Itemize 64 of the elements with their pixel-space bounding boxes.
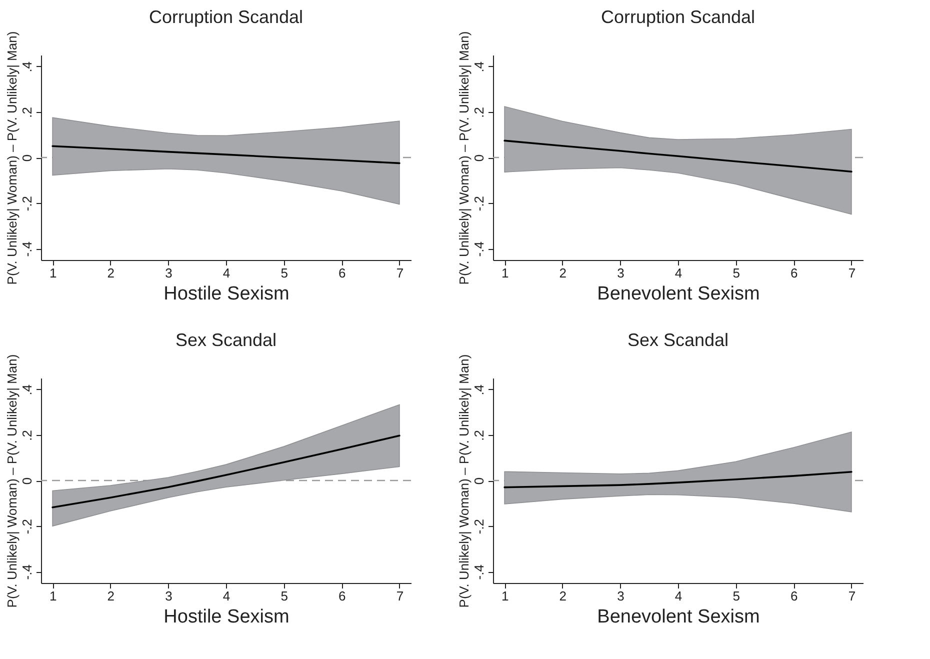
- x-tick-label: 3: [165, 266, 172, 280]
- y-axis-title: P(V. Unlikely| Woman) – P(V. Unlikely| Man): [456, 31, 472, 285]
- y-tick-label: .4: [472, 384, 486, 396]
- x-tick-label: 6: [338, 588, 346, 604]
- x-tick-label: 4: [222, 266, 230, 280]
- line-series: [504, 470, 852, 488]
- x-tick-label: 2: [559, 588, 566, 604]
- y-tick-label: -.4: [20, 242, 34, 257]
- line-series: [52, 145, 400, 164]
- x-tick-label: 7: [848, 588, 856, 604]
- x-axis-title: Hostile Sexism: [164, 606, 290, 628]
- x-tick-label: 1: [501, 588, 509, 604]
- y-tick-label: .2: [20, 107, 34, 118]
- x-tick-label: 7: [396, 266, 404, 280]
- x-axis-title: Benevolent Sexism: [597, 606, 760, 628]
- x-tick-label: 4: [674, 588, 682, 604]
- y-tick-label: .4: [20, 61, 34, 72]
- x-tick-label: 3: [617, 266, 624, 280]
- x-axis-title: Benevolent Sexism: [597, 284, 760, 304]
- x-tick-label: 5: [732, 588, 740, 604]
- x-tick-label: 4: [674, 266, 682, 280]
- x-tick-label: 5: [280, 588, 288, 604]
- x-tick-label: 3: [165, 588, 172, 604]
- chart-title: Sex Scandal: [175, 330, 277, 350]
- y-tick-label: -.4: [472, 564, 486, 580]
- y-tick-label: 0: [20, 477, 34, 485]
- x-tick-label: 6: [338, 266, 346, 280]
- y-tick-label: 0: [472, 477, 486, 485]
- x-tick-label: 6: [790, 588, 798, 604]
- x-tick-label: 7: [848, 266, 856, 280]
- y-tick-label: -.4: [20, 564, 34, 580]
- y-tick-label: -.2: [20, 196, 34, 212]
- x-tick-label: 7: [396, 588, 404, 604]
- y-axis-title: P(V. Unlikely| Woman) – P(V. Unlikely| Man): [4, 354, 20, 608]
- x-tick-label: 2: [559, 266, 566, 280]
- y-tick-label: -.2: [472, 196, 486, 212]
- x-tick-label: 1: [49, 266, 57, 280]
- y-tick-label: .2: [472, 107, 486, 118]
- x-tick-label: 2: [107, 266, 114, 280]
- x-tick-label: 6: [790, 266, 798, 280]
- y-tick-label: .4: [20, 384, 34, 396]
- y-tick-label: 0: [472, 154, 486, 162]
- line-series: [504, 140, 852, 173]
- x-tick-label: 3: [617, 588, 624, 604]
- x-tick-label: 4: [222, 588, 230, 604]
- x-axis-title: Hostile Sexism: [164, 284, 290, 304]
- x-tick-label: 2: [107, 588, 114, 604]
- y-axis-title: P(V. Unlikely| Woman) – P(V. Unlikely| Man): [456, 354, 472, 608]
- y-tick-label: -.4: [472, 242, 486, 257]
- x-tick-label: 5: [280, 266, 288, 280]
- x-tick-label: 1: [49, 588, 57, 604]
- y-axis-title: P(V. Unlikely| Woman) – P(V. Unlikely| Man): [4, 31, 20, 285]
- y-tick-label: .2: [472, 430, 486, 441]
- y-tick-label: .4: [472, 61, 486, 72]
- x-tick-label: 5: [732, 266, 740, 280]
- line-series: [52, 434, 400, 508]
- y-tick-label: 0: [20, 154, 34, 162]
- chart-title: Sex Scandal: [627, 330, 729, 350]
- x-tick-label: 1: [501, 266, 509, 280]
- y-tick-label: -.2: [20, 518, 34, 534]
- chart-title: Corruption Scandal: [600, 6, 756, 27]
- y-tick-label: -.2: [472, 518, 486, 534]
- chart-title: Corruption Scandal: [148, 6, 304, 27]
- y-tick-label: .2: [20, 430, 34, 441]
